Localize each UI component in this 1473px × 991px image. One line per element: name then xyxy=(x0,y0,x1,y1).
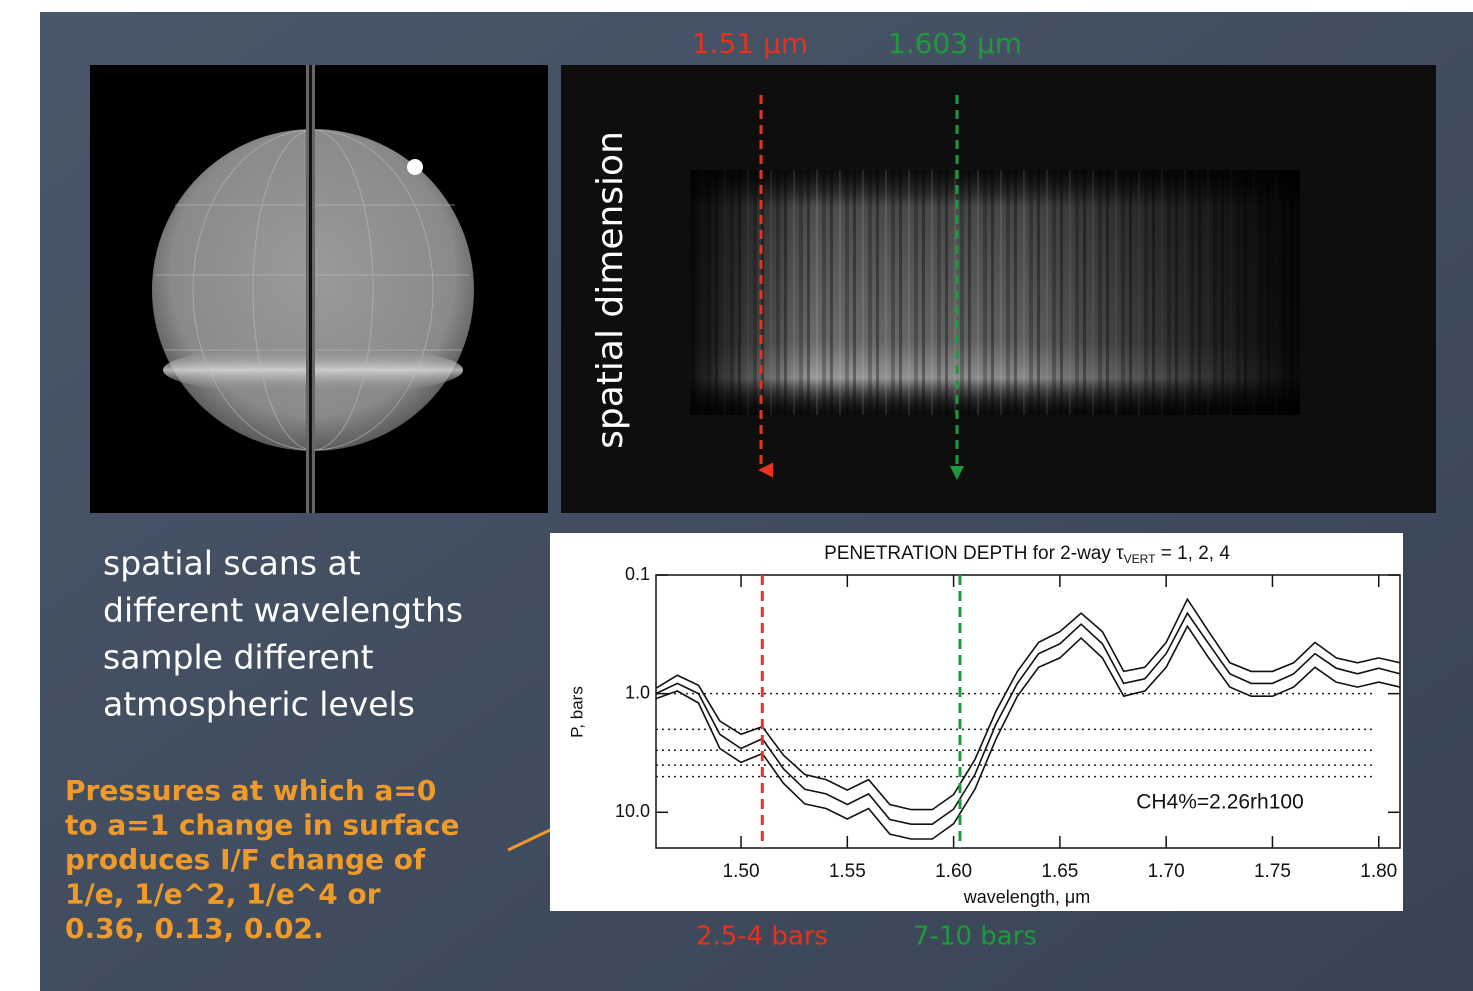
x-tick-label: 1.75 xyxy=(1254,861,1291,882)
caption-line: sample different xyxy=(103,638,374,677)
spectrum-image: spatial dimension xyxy=(561,65,1436,513)
x-tick-label: 1.70 xyxy=(1148,861,1185,882)
x-tick-label: 1.50 xyxy=(723,861,760,882)
chart-panel xyxy=(550,533,1403,911)
y-axis-label: P, bars xyxy=(567,686,586,738)
x-tick-label: 1.80 xyxy=(1360,861,1397,882)
title-text: = 1, 2, 4 xyxy=(1155,543,1230,564)
title-text: PENETRATION DEPTH for 2-way τ xyxy=(824,543,1124,564)
marker-label: 1.603 μm xyxy=(888,27,1022,60)
depth-label: 2.5-4 bars xyxy=(696,922,828,952)
note-line: produces I/F change of xyxy=(65,843,426,876)
caption-line: spatial scans at xyxy=(103,544,361,583)
chart-title: PENETRATION DEPTH for 2-way τVERT = 1, 2… xyxy=(824,543,1230,566)
note-line: 0.36, 0.13, 0.02. xyxy=(65,912,324,945)
note-line: to a=1 change in surface xyxy=(65,809,459,842)
caption-line: atmospheric levels xyxy=(103,685,415,724)
x-axis-label: wavelength, μm xyxy=(963,887,1090,907)
page: spatial dimension 1.51 μm 1.603 μm spati… xyxy=(0,0,1473,991)
spatial-label: spatial dimension xyxy=(590,131,631,449)
note-line: Pressures at which a=0 xyxy=(65,774,436,807)
x-tick-label: 1.65 xyxy=(1041,861,1078,882)
marker-label: 1.51 μm xyxy=(692,27,808,60)
title-subscript: VERT xyxy=(1124,552,1156,566)
x-tick-label: 1.55 xyxy=(829,861,866,882)
depth-label: 7-10 bars xyxy=(913,922,1037,952)
y-tick-label: 1.0 xyxy=(625,682,650,702)
slide: spatial dimension 1.51 μm 1.603 μm spati… xyxy=(0,0,1473,991)
planet-image xyxy=(90,65,548,513)
y-tick-label: 10.0 xyxy=(615,801,650,821)
caption-line: different wavelengths xyxy=(103,591,463,630)
annotation: CH4%=2.26rh100 xyxy=(1136,791,1304,814)
y-tick-label: 0.1 xyxy=(625,564,650,584)
note-line: 1/e, 1/e^2, 1/e^4 or xyxy=(65,878,381,911)
x-tick-label: 1.60 xyxy=(935,861,972,882)
